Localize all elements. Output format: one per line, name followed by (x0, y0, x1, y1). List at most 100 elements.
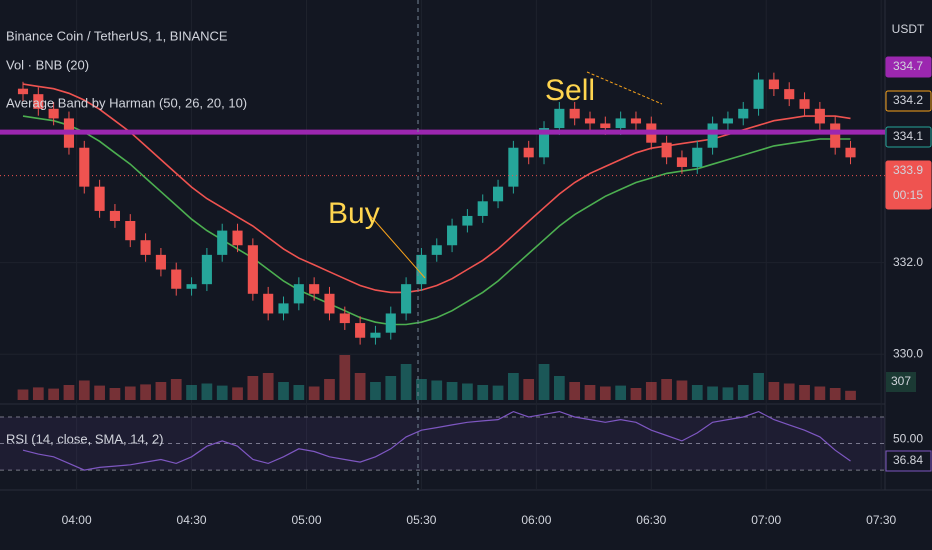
indicator-title: Average Band by Harman (50, 26, 20, 10) (6, 95, 247, 110)
volume-bar (109, 388, 121, 400)
x-tick-label: 05:00 (291, 513, 321, 527)
volume-bar (170, 379, 182, 400)
volume-bar (278, 382, 289, 400)
candle-body (385, 313, 396, 333)
candle-body (707, 123, 718, 148)
candle-body (293, 284, 304, 304)
candle-body (845, 147, 856, 158)
candle-body (247, 245, 258, 294)
candle-body (492, 186, 504, 202)
countdown: 00:15 (893, 188, 923, 202)
volume-bar (584, 385, 596, 400)
candle-body (431, 245, 442, 255)
price-tag (885, 126, 932, 148)
volume-bar (523, 379, 535, 400)
candle-body (155, 254, 166, 270)
candle-body (661, 142, 672, 158)
band-line (22, 115, 851, 326)
x-tick-label: 04:30 (177, 513, 207, 527)
candle-body (339, 313, 350, 324)
volume-bar (737, 385, 749, 400)
volume-bar (262, 373, 274, 400)
volume-bar (400, 364, 412, 400)
volume-bar (645, 382, 657, 400)
volume-bar (615, 385, 627, 400)
candle-body (753, 79, 764, 109)
axes: 04:00 04:30 05:00 05:30 06:00 06:30 07:00 07:30… (62, 56, 932, 527)
x-tick-label: 06:00 (521, 513, 551, 527)
volume-bar (508, 373, 519, 400)
candle-body (232, 230, 243, 246)
x-tick-label: 04:00 (62, 513, 92, 527)
volume-bar (845, 390, 856, 400)
candle-body (109, 210, 120, 221)
candle-body (692, 147, 703, 167)
volume-bar (462, 383, 473, 400)
volume-bar (768, 382, 780, 400)
candle-body (462, 215, 473, 226)
candle-body (538, 128, 550, 158)
candle-body (784, 89, 795, 100)
volume-bar (339, 355, 351, 400)
volume-bar (385, 376, 397, 400)
volume-bar (48, 388, 59, 400)
x-tick-label: 05:30 (406, 513, 436, 527)
volume-bar (661, 379, 672, 400)
volume-bar (477, 385, 489, 400)
volume-bar (630, 388, 642, 400)
volume-tag (886, 372, 916, 392)
arrow (366, 211, 426, 279)
candle-body (79, 147, 90, 187)
rsi-line (22, 410, 851, 471)
volume-bar (799, 385, 810, 400)
price-tag-label: 334.2 (893, 93, 923, 107)
candle-body (278, 303, 289, 314)
candle-body (401, 284, 412, 314)
volume-bar (829, 388, 841, 400)
candle-body (569, 108, 580, 119)
y-tick-label: 330.0 (893, 346, 923, 360)
candle-body (186, 284, 197, 289)
volume-bar (186, 385, 197, 400)
annotation: Sell (545, 74, 595, 107)
volume-bar (599, 386, 611, 400)
volume-bar (216, 385, 228, 400)
currency-label: USDT (892, 22, 925, 36)
candle-body (355, 323, 366, 338)
price-tag-label: 334.1 (893, 129, 923, 143)
y-tick-label: 332.0 (893, 255, 923, 269)
candle-body (447, 225, 458, 246)
annotation: Buy (328, 197, 380, 230)
volume-bar (416, 379, 427, 400)
volume-bar (78, 380, 90, 400)
volume-bar (370, 382, 381, 400)
candle-body (171, 269, 182, 289)
volume-bar (308, 386, 320, 400)
volume-bar (707, 386, 718, 400)
price-tag (885, 160, 932, 210)
candle-body (722, 118, 733, 124)
candle-body (201, 254, 212, 285)
x-tick-label: 07:00 (751, 513, 781, 527)
candle-body (508, 147, 519, 187)
candle-body (799, 99, 810, 109)
candle-body (830, 123, 841, 148)
volume-bar (232, 387, 243, 400)
candle-body (814, 108, 825, 124)
price-tag (885, 90, 932, 112)
grid (0, 0, 885, 490)
candle-body (140, 240, 151, 255)
chart-title: Binance Coin / TetherUS, 1, BINANCE (6, 28, 228, 43)
volume-bar (94, 385, 105, 400)
candle-body (600, 123, 611, 129)
volume-bar (155, 382, 167, 400)
candle-body (370, 332, 381, 338)
indicator-title: Vol · BNB (20) (6, 57, 89, 72)
candle-body (324, 293, 335, 314)
volume-bar (431, 380, 443, 400)
candle-body (263, 293, 274, 314)
candle-body (584, 118, 596, 124)
volume-bar (722, 387, 734, 400)
